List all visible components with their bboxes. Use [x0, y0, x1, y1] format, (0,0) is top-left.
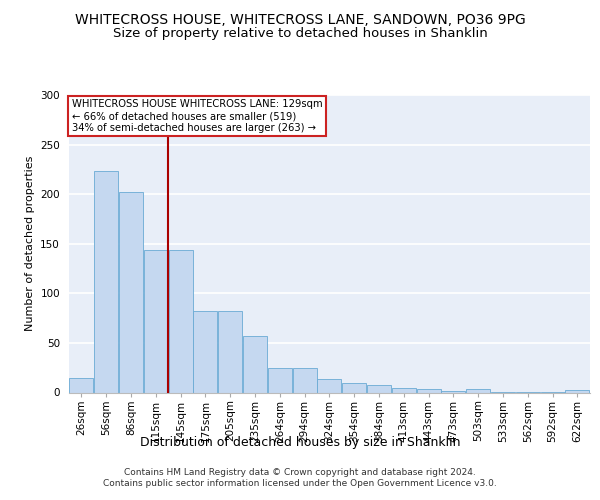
Bar: [565, 390, 589, 392]
Text: WHITECROSS HOUSE WHITECROSS LANE: 129sqm
← 66% of detached houses are smaller (5: WHITECROSS HOUSE WHITECROSS LANE: 129sqm…: [71, 100, 322, 132]
Bar: [367, 384, 391, 392]
Bar: [268, 368, 292, 392]
Bar: [94, 172, 118, 392]
Y-axis label: Number of detached properties: Number of detached properties: [25, 156, 35, 332]
Bar: [317, 378, 341, 392]
Bar: [193, 311, 217, 392]
Bar: [144, 250, 168, 392]
Text: Distribution of detached houses by size in Shanklin: Distribution of detached houses by size …: [140, 436, 460, 449]
Bar: [392, 388, 416, 392]
Bar: [442, 390, 466, 392]
Bar: [70, 378, 94, 392]
Bar: [342, 382, 366, 392]
Bar: [169, 250, 193, 392]
Bar: [293, 368, 317, 392]
Text: WHITECROSS HOUSE, WHITECROSS LANE, SANDOWN, PO36 9PG: WHITECROSS HOUSE, WHITECROSS LANE, SANDO…: [74, 12, 526, 26]
Text: Size of property relative to detached houses in Shanklin: Size of property relative to detached ho…: [113, 28, 487, 40]
Bar: [218, 311, 242, 392]
Bar: [243, 336, 267, 392]
Bar: [416, 388, 440, 392]
Bar: [119, 192, 143, 392]
Bar: [466, 388, 490, 392]
Text: Contains HM Land Registry data © Crown copyright and database right 2024.
Contai: Contains HM Land Registry data © Crown c…: [103, 468, 497, 487]
